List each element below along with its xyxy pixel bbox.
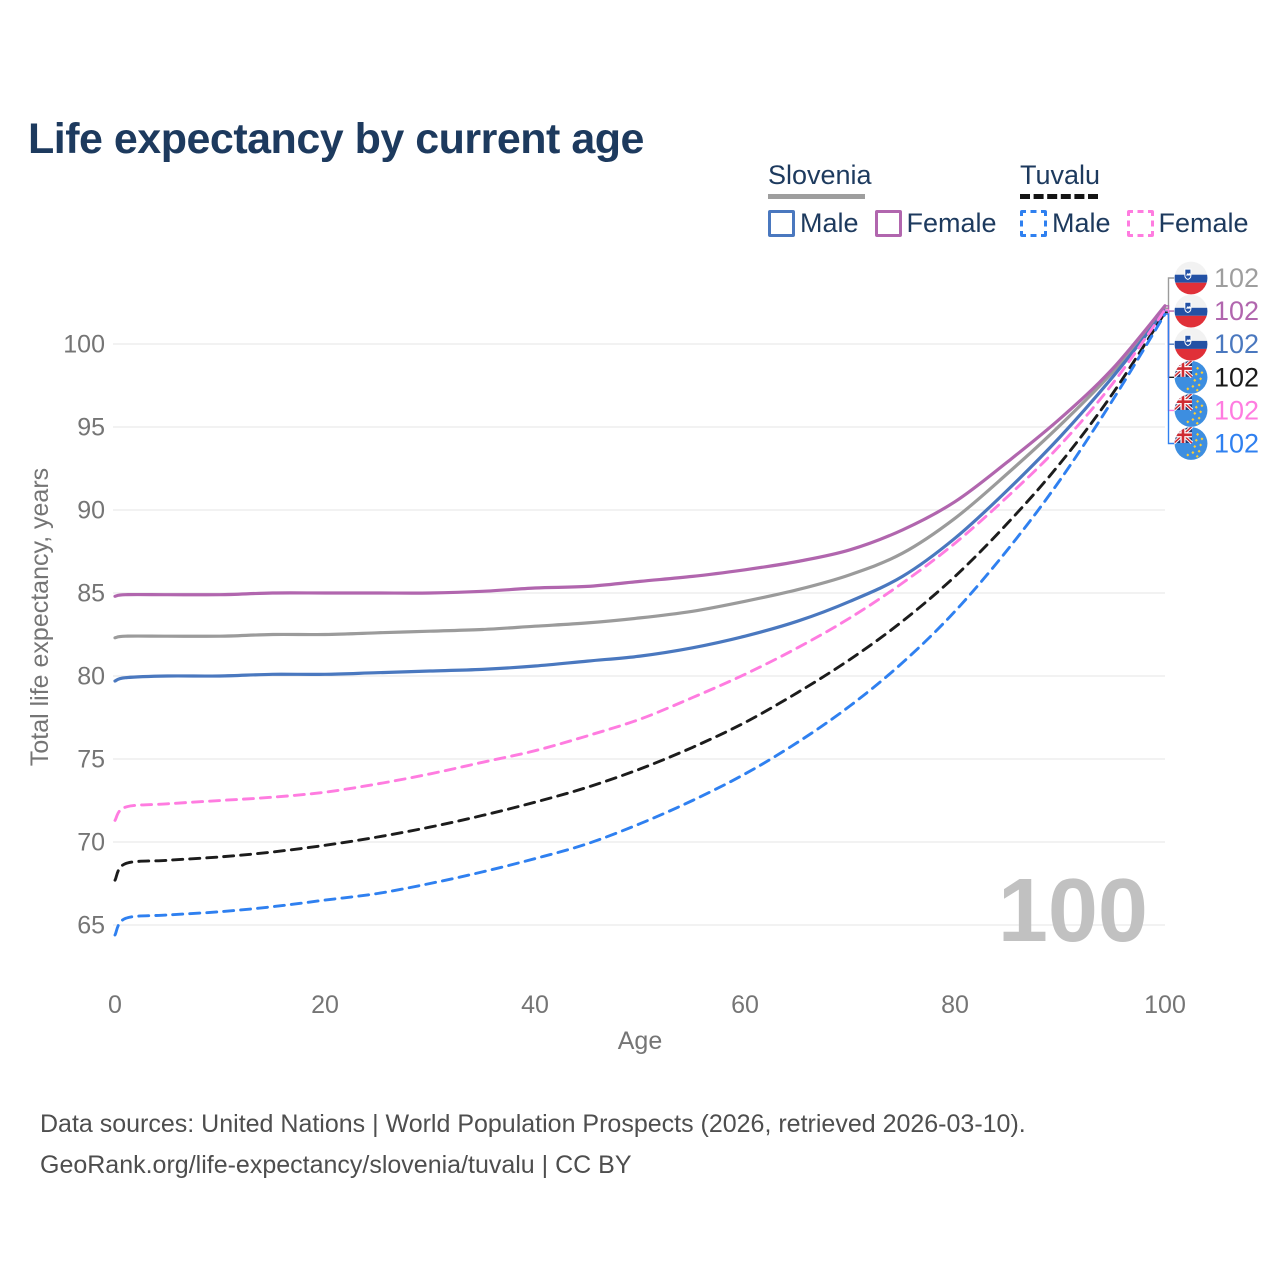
- axis-layer: 65 70 75 80 85 90 95 100 0 20 40 60 80 100 Age Total li…: [26, 331, 1186, 1056]
- slovenia-solid-line-swatch: [768, 194, 865, 199]
- series-line-5-tuvalu: [113, 312, 1167, 937]
- legend-label: Male: [1052, 208, 1111, 238]
- tuvalu-dashed-line-swatch: [1020, 194, 1098, 199]
- x-tick-label: 100: [1144, 991, 1186, 1019]
- tuvalu-male-checkbox-icon[interactable]: [1020, 210, 1047, 237]
- series-line-4-tuvalu: [113, 308, 1167, 822]
- y-axis-title: Total life expectancy, years: [26, 468, 54, 766]
- y-tick-label: 75: [77, 746, 105, 774]
- y-tick-label: 85: [77, 580, 105, 608]
- end-value-label: 102: [1214, 395, 1259, 425]
- series-layer: [113, 304, 1167, 937]
- y-tick-label: 100: [63, 331, 105, 359]
- end-value-label: 102: [1214, 296, 1259, 326]
- series-line-0-slovenia: [113, 306, 1167, 640]
- legend-item-tuvalu-female[interactable]: Female: [1126, 208, 1249, 239]
- tuvalu-flag-icon: [1174, 427, 1208, 461]
- legend-label: Female: [1158, 208, 1249, 238]
- data-sources-line: Data sources: United Nations | World Pop…: [40, 1110, 1026, 1138]
- x-tick-label: 60: [731, 991, 759, 1019]
- attribution-line: GeoRank.org/life-expectancy/slovenia/tuv…: [40, 1151, 632, 1179]
- slovenia-male-checkbox-icon[interactable]: [768, 210, 795, 237]
- y-tick-label: 80: [77, 663, 105, 691]
- y-tick-label: 95: [77, 414, 105, 442]
- series-line-1-slovenia: [113, 304, 1167, 598]
- x-axis-title: Age: [618, 1027, 662, 1055]
- end-value-label: 102: [1214, 263, 1259, 293]
- legend-item-slovenia-female[interactable]: Female: [874, 208, 997, 239]
- current-age-watermark-layer: 100: [998, 861, 1148, 961]
- leader-line: [1165, 313, 1174, 445]
- leader-line: [1165, 277, 1174, 309]
- legend-group-slovenia: Slovenia Male Female: [768, 160, 997, 239]
- legend-group-tuvalu: Tuvalu Male Female: [1020, 160, 1249, 239]
- legend-country-slovenia: Slovenia: [768, 160, 872, 190]
- slovenia-flag-icon: [1174, 294, 1208, 328]
- leader-line: [1165, 309, 1174, 412]
- legend-country-tuvalu: Tuvalu: [1020, 160, 1101, 190]
- slovenia-flag-icon: [1174, 327, 1208, 361]
- legend-item-tuvalu-male[interactable]: Male: [1020, 208, 1111, 239]
- tuvalu-flag-icon: [1174, 393, 1208, 427]
- legend-label: Male: [800, 208, 859, 238]
- y-tick-label: 70: [77, 829, 105, 857]
- page-title: Life expectancy by current age: [28, 114, 644, 163]
- end-value-label: 102: [1214, 329, 1259, 359]
- footer: Data sources: United Nations | World Pop…: [40, 1104, 1026, 1186]
- end-value-label: 102: [1214, 429, 1259, 459]
- slovenia-flag-icon: [1174, 261, 1208, 295]
- leader-line: [1165, 305, 1174, 312]
- series-line-2-slovenia: [113, 309, 1167, 683]
- legend-item-slovenia-male[interactable]: Male: [768, 208, 859, 239]
- x-tick-label: 20: [311, 991, 339, 1019]
- current-age-watermark: 100: [998, 861, 1148, 961]
- tuvalu-flag-icon: [1174, 360, 1208, 394]
- y-tick-label: 90: [77, 497, 105, 525]
- leader-lines-layer: [1165, 277, 1174, 445]
- x-tick-label: 40: [521, 991, 549, 1019]
- tuvalu-female-checkbox-icon[interactable]: [1126, 210, 1154, 237]
- leader-line: [1165, 310, 1174, 345]
- legend-label: Female: [906, 208, 997, 238]
- slovenia-female-checkbox-icon[interactable]: [874, 210, 902, 237]
- x-tick-label: 80: [941, 991, 969, 1019]
- y-tick-label: 65: [77, 912, 105, 940]
- x-tick-label: 0: [108, 991, 122, 1019]
- series-line-3-tuvalu: [113, 311, 1167, 882]
- end-value-label: 102: [1214, 362, 1259, 392]
